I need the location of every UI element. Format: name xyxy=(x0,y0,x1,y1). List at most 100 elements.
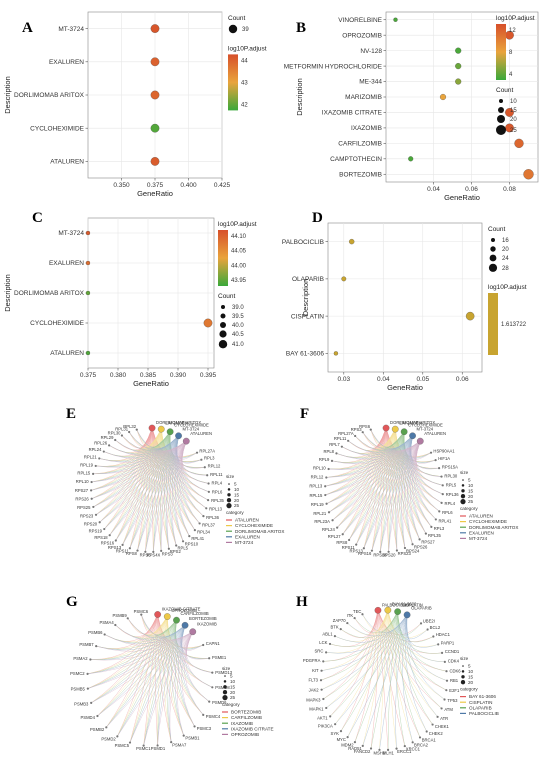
gene-label: MAPK1 xyxy=(309,707,324,712)
gene-node xyxy=(443,698,446,701)
gene-node xyxy=(418,538,421,541)
gene-label: RPL5 xyxy=(446,483,457,488)
legend-size-label: 15 xyxy=(510,108,517,114)
legend-category-label: CYCLOHEXIMIDE xyxy=(235,523,273,528)
gene-label: RPS3 xyxy=(351,427,363,432)
legend-size-label: 10 xyxy=(230,679,236,684)
legend-category-label: OPROZOMIB xyxy=(231,732,259,737)
x-tick-label: 0.04 xyxy=(427,186,440,193)
edge xyxy=(181,631,195,727)
gene-node xyxy=(90,497,93,500)
gene-label: RPL11 xyxy=(210,472,223,477)
edge xyxy=(321,614,408,690)
drug-node xyxy=(157,425,165,433)
edge xyxy=(167,441,187,549)
edge xyxy=(395,431,405,551)
legend-color: log10P.adjust 1.613722 xyxy=(488,284,527,355)
legend-size-key xyxy=(224,675,226,677)
gene-node xyxy=(92,472,95,475)
gene-node xyxy=(128,741,132,744)
gene-label: RPL29 xyxy=(101,435,114,440)
edge xyxy=(348,431,405,541)
gene-label: MDM2 xyxy=(341,742,354,747)
drug-node xyxy=(189,628,197,636)
dot-plots: 0.350 0.375 0.400 0.425 ATALUREN CYCLOHEXIMID… xyxy=(3,11,539,392)
edge xyxy=(91,631,193,704)
gene-label: RPL11 xyxy=(334,436,347,441)
gene-node xyxy=(411,741,414,744)
edge xyxy=(97,614,158,717)
data-point xyxy=(455,63,462,70)
gene-node xyxy=(208,657,211,660)
data-point xyxy=(439,93,447,101)
gene-label: PSMD6 xyxy=(212,700,227,705)
edge xyxy=(406,441,421,545)
gene-label: CCND1 xyxy=(445,649,460,654)
edge xyxy=(320,610,379,681)
legend-size-key xyxy=(223,680,227,683)
edge xyxy=(371,431,405,551)
gene-label: ATR xyxy=(440,716,448,721)
drug-node xyxy=(394,608,401,616)
edge xyxy=(117,631,193,737)
edge xyxy=(93,441,187,508)
cnet-plot-h: UBE2I BCL2 HDAC1 PARP1 CCND1 CDK4 CDK6 RB1 E2F1 T… xyxy=(303,602,499,756)
edge xyxy=(151,428,190,537)
gene-label: PSMB2 xyxy=(90,727,105,732)
edge xyxy=(90,625,186,660)
gene-label: RPS24 xyxy=(406,548,420,553)
gene-label: CAPN1 xyxy=(206,641,221,646)
edge xyxy=(157,616,168,746)
legend-color: log10P.adjust 12 8 4 xyxy=(496,15,535,80)
gene-label: HIF1A xyxy=(438,456,450,461)
gene-label: RPL7 xyxy=(329,442,340,447)
gene-node xyxy=(324,493,327,497)
gene-label: RPS6 xyxy=(140,552,152,557)
edge xyxy=(396,435,413,551)
edge xyxy=(340,611,398,732)
edge xyxy=(137,441,187,551)
edge xyxy=(151,428,170,549)
data-point xyxy=(85,290,91,296)
edge xyxy=(166,431,177,546)
legend-size-key xyxy=(497,115,505,123)
gene-node xyxy=(202,643,205,647)
gene-node xyxy=(102,450,105,453)
legend-size-label: 10 xyxy=(234,487,240,492)
edge xyxy=(106,616,168,728)
legend-size-label: 5 xyxy=(468,664,471,669)
edge xyxy=(97,620,177,717)
legend-size-key xyxy=(489,254,497,262)
edge xyxy=(347,614,408,738)
gene-label: RPL10 xyxy=(313,465,326,470)
edge xyxy=(330,610,379,717)
data-point xyxy=(393,17,398,22)
gene-label: JAK2 xyxy=(309,688,320,693)
edge xyxy=(145,435,179,552)
edge xyxy=(377,610,389,750)
gene-label: PARP1 xyxy=(441,640,455,645)
gene-node xyxy=(120,434,124,437)
edge xyxy=(388,435,413,552)
edge xyxy=(157,429,162,551)
edge xyxy=(363,435,413,549)
gene-node xyxy=(336,526,339,529)
gene-node xyxy=(440,501,443,504)
edge xyxy=(129,620,177,743)
gene-node xyxy=(335,452,338,455)
data-point xyxy=(455,78,462,85)
edge xyxy=(174,441,187,542)
edge xyxy=(129,431,171,549)
legend-size-key xyxy=(488,263,498,272)
edge xyxy=(141,614,158,633)
edge xyxy=(404,435,413,545)
gene-node xyxy=(86,687,89,690)
gene-label: RPL21 xyxy=(84,454,97,459)
data-point xyxy=(408,156,414,162)
edge xyxy=(388,431,405,552)
edge xyxy=(371,435,413,551)
gene-label: RPL27A xyxy=(199,448,215,453)
edge xyxy=(106,614,158,728)
legend-size-label: 5 xyxy=(234,482,237,487)
